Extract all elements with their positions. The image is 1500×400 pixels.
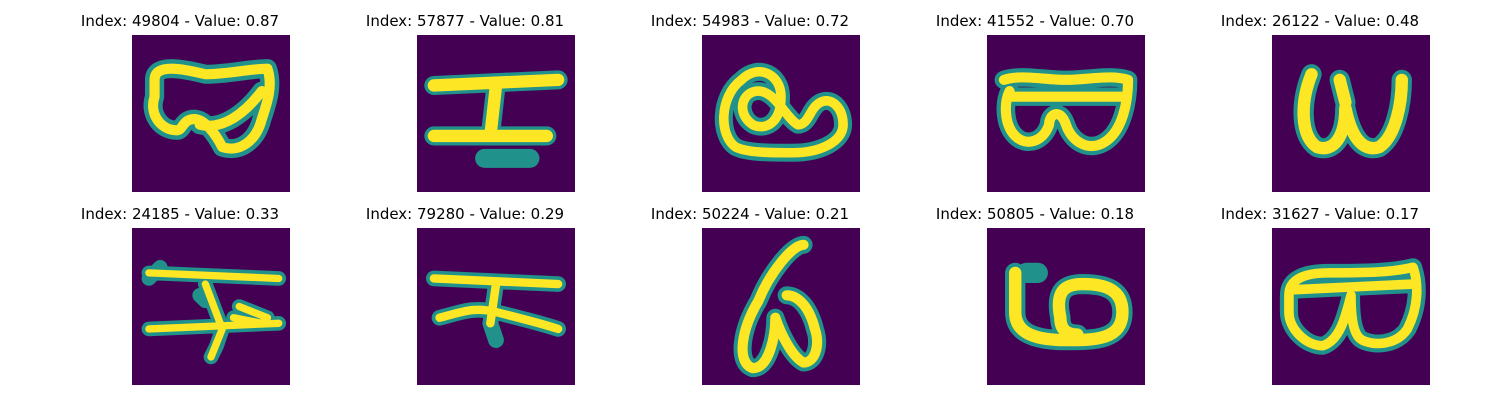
- panel-title: Index: 24185 - Value: 0.33: [30, 205, 330, 223]
- panel-57877: Index: 57877 - Value: 0.81: [315, 0, 615, 200]
- glyph-24185-icon: [132, 228, 290, 385]
- glyph-54983-icon: [702, 35, 860, 192]
- panel-24185: Index: 24185 - Value: 0.33: [30, 193, 330, 393]
- panel-49804: Index: 49804 - Value: 0.87: [30, 0, 330, 200]
- glyph-26122-icon: [1272, 35, 1430, 192]
- panel-31627: Index: 31627 - Value: 0.17: [1170, 193, 1470, 393]
- glyph-49804-icon: [132, 35, 290, 192]
- panel-title: Index: 31627 - Value: 0.17: [1170, 205, 1470, 223]
- glyph-31627-icon: [1272, 228, 1430, 385]
- glyph-41552-icon: [987, 35, 1145, 192]
- glyph-79280-icon: [417, 228, 575, 385]
- panel-title: Index: 50805 - Value: 0.18: [885, 205, 1185, 223]
- glyph-57877-icon: [417, 35, 575, 192]
- panel-title: Index: 49804 - Value: 0.87: [30, 12, 330, 30]
- glyph-50224-icon: [702, 228, 860, 385]
- panel-title: Index: 50224 - Value: 0.21: [600, 205, 900, 223]
- glyph-50805-icon: [987, 228, 1145, 385]
- panel-title: Index: 41552 - Value: 0.70: [885, 12, 1185, 30]
- panel-50224: Index: 50224 - Value: 0.21: [600, 193, 900, 393]
- panel-79280: Index: 79280 - Value: 0.29: [315, 193, 615, 393]
- panel-50805: Index: 50805 - Value: 0.18: [885, 193, 1185, 393]
- panel-title: Index: 54983 - Value: 0.72: [600, 12, 900, 30]
- panel-26122: Index: 26122 - Value: 0.48: [1170, 0, 1470, 200]
- panel-title: Index: 57877 - Value: 0.81: [315, 12, 615, 30]
- panel-41552: Index: 41552 - Value: 0.70: [885, 0, 1185, 200]
- panel-title: Index: 26122 - Value: 0.48: [1170, 12, 1470, 30]
- panel-54983: Index: 54983 - Value: 0.72: [600, 0, 900, 200]
- panel-title: Index: 79280 - Value: 0.29: [315, 205, 615, 223]
